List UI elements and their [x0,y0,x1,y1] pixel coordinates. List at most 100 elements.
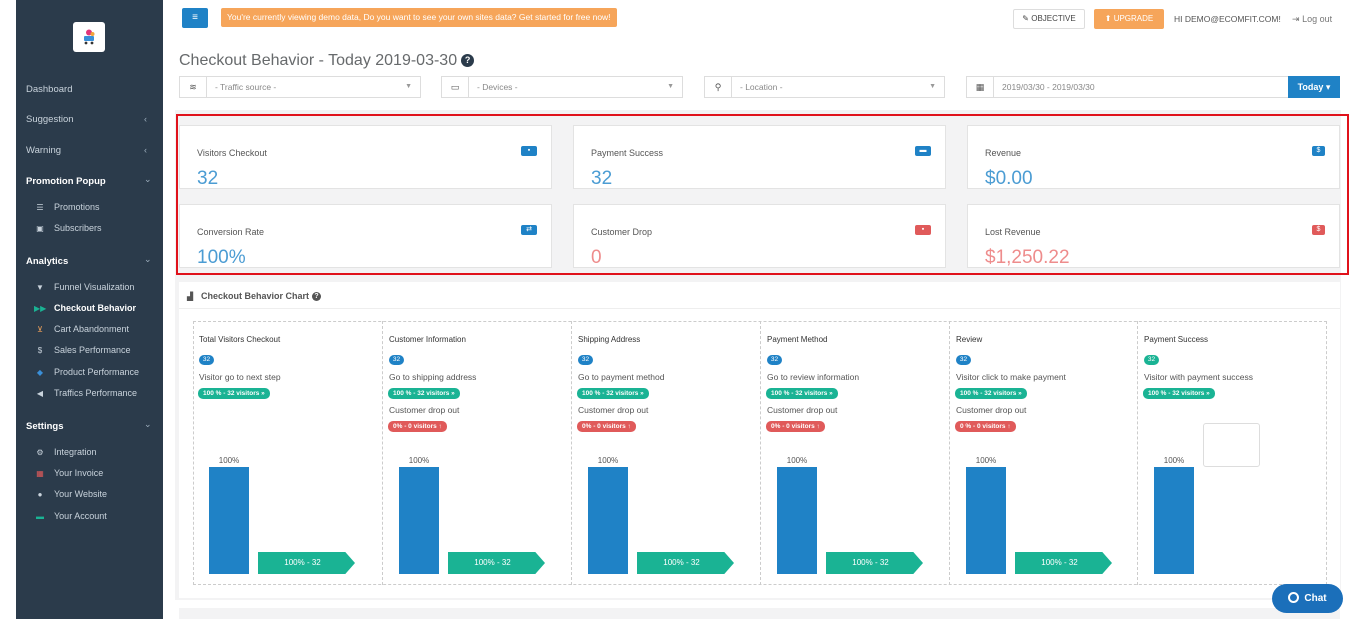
sidebar-item-sales-performance[interactable]: $ Sales Performance [34,345,131,355]
step-drop-tag[interactable]: 0% - 0 visitors ↑ [766,421,825,432]
step-flow-arrow: 100% - 32 [826,552,923,574]
caret-down-icon: ▼ [405,83,412,90]
sidebar-item-product-performance[interactable]: ◆ Product Performance [34,367,139,377]
arrow-up-icon: ⬆ [1104,14,1112,23]
traffic-source-select[interactable]: ≋ - Traffic source - ▼ [179,76,421,98]
checkout-step-5: Review 32 Visitor click to make payment 100… [950,321,1138,585]
sidebar-item-integration[interactable]: ⚙ Integration [34,447,97,457]
step-empty-box [1203,423,1260,467]
kpi-label: Lost Revenue [985,227,1041,237]
area-chart-icon: ▟ [187,292,194,301]
chart-title: ▟ Checkout Behavior Chart? [187,291,322,301]
step-next-text: Go to shipping address [389,372,477,382]
sidebar-item-your-website[interactable]: ● Your Website [34,489,107,499]
page-title-text: Checkout Behavior - Today 2019-03-30 [179,52,458,69]
nav-suggestion[interactable]: Suggestion [26,114,74,125]
cube-icon: ◆ [36,368,44,377]
sidebar-item-traffics-performance[interactable]: ◀ Traffics Performance [34,388,137,398]
step-count-badge: 32 [956,355,971,365]
nav-dashboard[interactable]: Dashboard [26,84,73,95]
left-edge [0,0,16,619]
sidebar-item-your-account[interactable]: ▬ Your Account [34,511,107,521]
step-drop-tag[interactable]: 0 % - 0 visitors ↑ [955,421,1016,432]
chart-bar [1154,467,1194,574]
location-select[interactable]: ⚲ - Location - ▼ [704,76,945,98]
step-count-badge: 32 [389,355,404,365]
step-drop-tag[interactable]: 0% - 0 visitors ↑ [388,421,447,432]
menu-toggle-button[interactable]: ≡ [182,8,208,28]
step-flow-arrow: 100% - 32 [448,552,545,574]
upgrade-button[interactable]: ⬆ UPGRADE [1094,9,1164,29]
devices-select[interactable]: ▭ - Devices - ▼ [441,76,683,98]
dollar-icon: $ [1312,146,1325,156]
checkout-step-1: Total Visitors Checkout 32 Visitor go to n… [193,321,383,585]
step-drop-text: Customer drop out [389,405,460,415]
sidebar-item-subscribers[interactable]: ▣ Subscribers [34,223,102,233]
objective-button[interactable]: ✎ OBJECTIVE [1013,9,1085,29]
step-next-tag[interactable]: 100 % - 32 visitors » [388,388,460,399]
objective-label: OBJECTIVE [1031,14,1076,23]
user-icon: ▪ [521,146,537,156]
step-next-tag[interactable]: 100 % - 32 visitors » [198,388,270,399]
sidebar-item-label: Subscribers [54,223,102,233]
kpi-highlight-box [176,114,1349,275]
demo-banner[interactable]: You're currently viewing demo data, Do y… [221,8,617,27]
step-next-text: Go to payment method [578,372,665,382]
chart-bar-label: 100% [597,456,619,465]
nav-analytics[interactable]: Analytics [26,256,69,267]
step-next-tag[interactable]: 100 % - 32 visitors » [577,388,649,399]
kpi-label: Payment Success [591,148,664,158]
logout-label: Log out [1302,14,1333,24]
page-title: Checkout Behavior - Today 2019-03-30? [179,52,475,70]
nav-promotion-popup[interactable]: Promotion Popup [26,176,106,187]
shopping-cart-logo-icon [84,29,95,45]
shuffle-icon: ⇄ [521,225,537,235]
kpi-value: 32 [197,168,219,189]
step-next-text: Visitor go to next step [199,372,281,382]
sidebar-item-label: Traffics Performance [54,388,138,398]
sidebar-item-label: Your Website [54,489,108,499]
sidebar-item-promotions[interactable]: ☰ Promotions [34,202,99,212]
filter-icon: ▼ [36,283,44,292]
desktop-icon: ▭ [442,77,469,97]
help-icon[interactable]: ? [312,292,322,301]
chart-bar [588,467,628,574]
logout-link[interactable]: ⇥ Log out [1292,14,1332,25]
caret-down-icon: ▼ [929,83,936,90]
chat-button[interactable]: Chat [1272,584,1343,613]
sidebar-item-your-invoice[interactable]: ▦ Your Invoice [34,468,103,478]
chart-bar-label: 100% [786,456,808,465]
checkout-step-3: Shipping Address 32 Go to payment method 10… [572,321,761,585]
sidebar-item-checkout-behavior[interactable]: ▶▶ Checkout Behavior [34,303,136,313]
step-drop-text: Customer drop out [956,405,1027,415]
date-range-input[interactable]: ▦ 2019/03/30 - 2019/03/30 [966,76,1289,98]
step-drop-tag[interactable]: 0% - 0 visitors ↑ [577,421,636,432]
user-greeting: HI DEMO@ECOMFIT.COM! [1174,14,1281,24]
chart-title-text: Checkout Behavior Chart [201,291,310,301]
step-next-tag[interactable]: 100 % - 32 visitors » [766,388,838,399]
sidebar-item-label: Sales Performance [54,345,131,355]
dollar-icon: $ [1312,225,1325,235]
nav-settings[interactable]: Settings [26,421,64,432]
wifi-icon: ≋ [180,77,207,97]
sidebar-item-funnel-visualization[interactable]: ▼ Funnel Visualization [34,282,134,292]
nav-warning[interactable]: Warning [26,145,62,156]
step-drop-text: Customer drop out [578,405,649,415]
sidebar-item-label: Integration [54,447,97,457]
double-chevron-icon: ▶▶ [34,304,47,313]
chevron-down-icon: ⌄ [144,174,152,184]
caret-down-icon: ▼ [667,83,674,90]
top-bar: ≡ You're currently viewing demo data, Do… [163,0,1352,40]
sidebar-item-label: Your Invoice [54,468,104,478]
user-card-icon: ▣ [36,224,44,233]
kpi-card-payment-success: Payment Success 32 ▬ [573,125,946,189]
help-icon[interactable]: ? [461,54,475,67]
pencil-icon: ✎ [1022,14,1029,23]
today-dropdown-button[interactable]: Today ▾ [1288,76,1340,98]
app-logo[interactable] [73,22,105,52]
step-next-tag[interactable]: 100 % - 32 visitors » [955,388,1027,399]
chart-bar-label: 100% [408,456,430,465]
step-next-tag[interactable]: 100 % - 32 visitors » [1143,388,1215,399]
chart-bar [399,467,439,574]
sidebar-item-cart-abandonment[interactable]: ⊻ Cart Abandonment [34,324,129,334]
